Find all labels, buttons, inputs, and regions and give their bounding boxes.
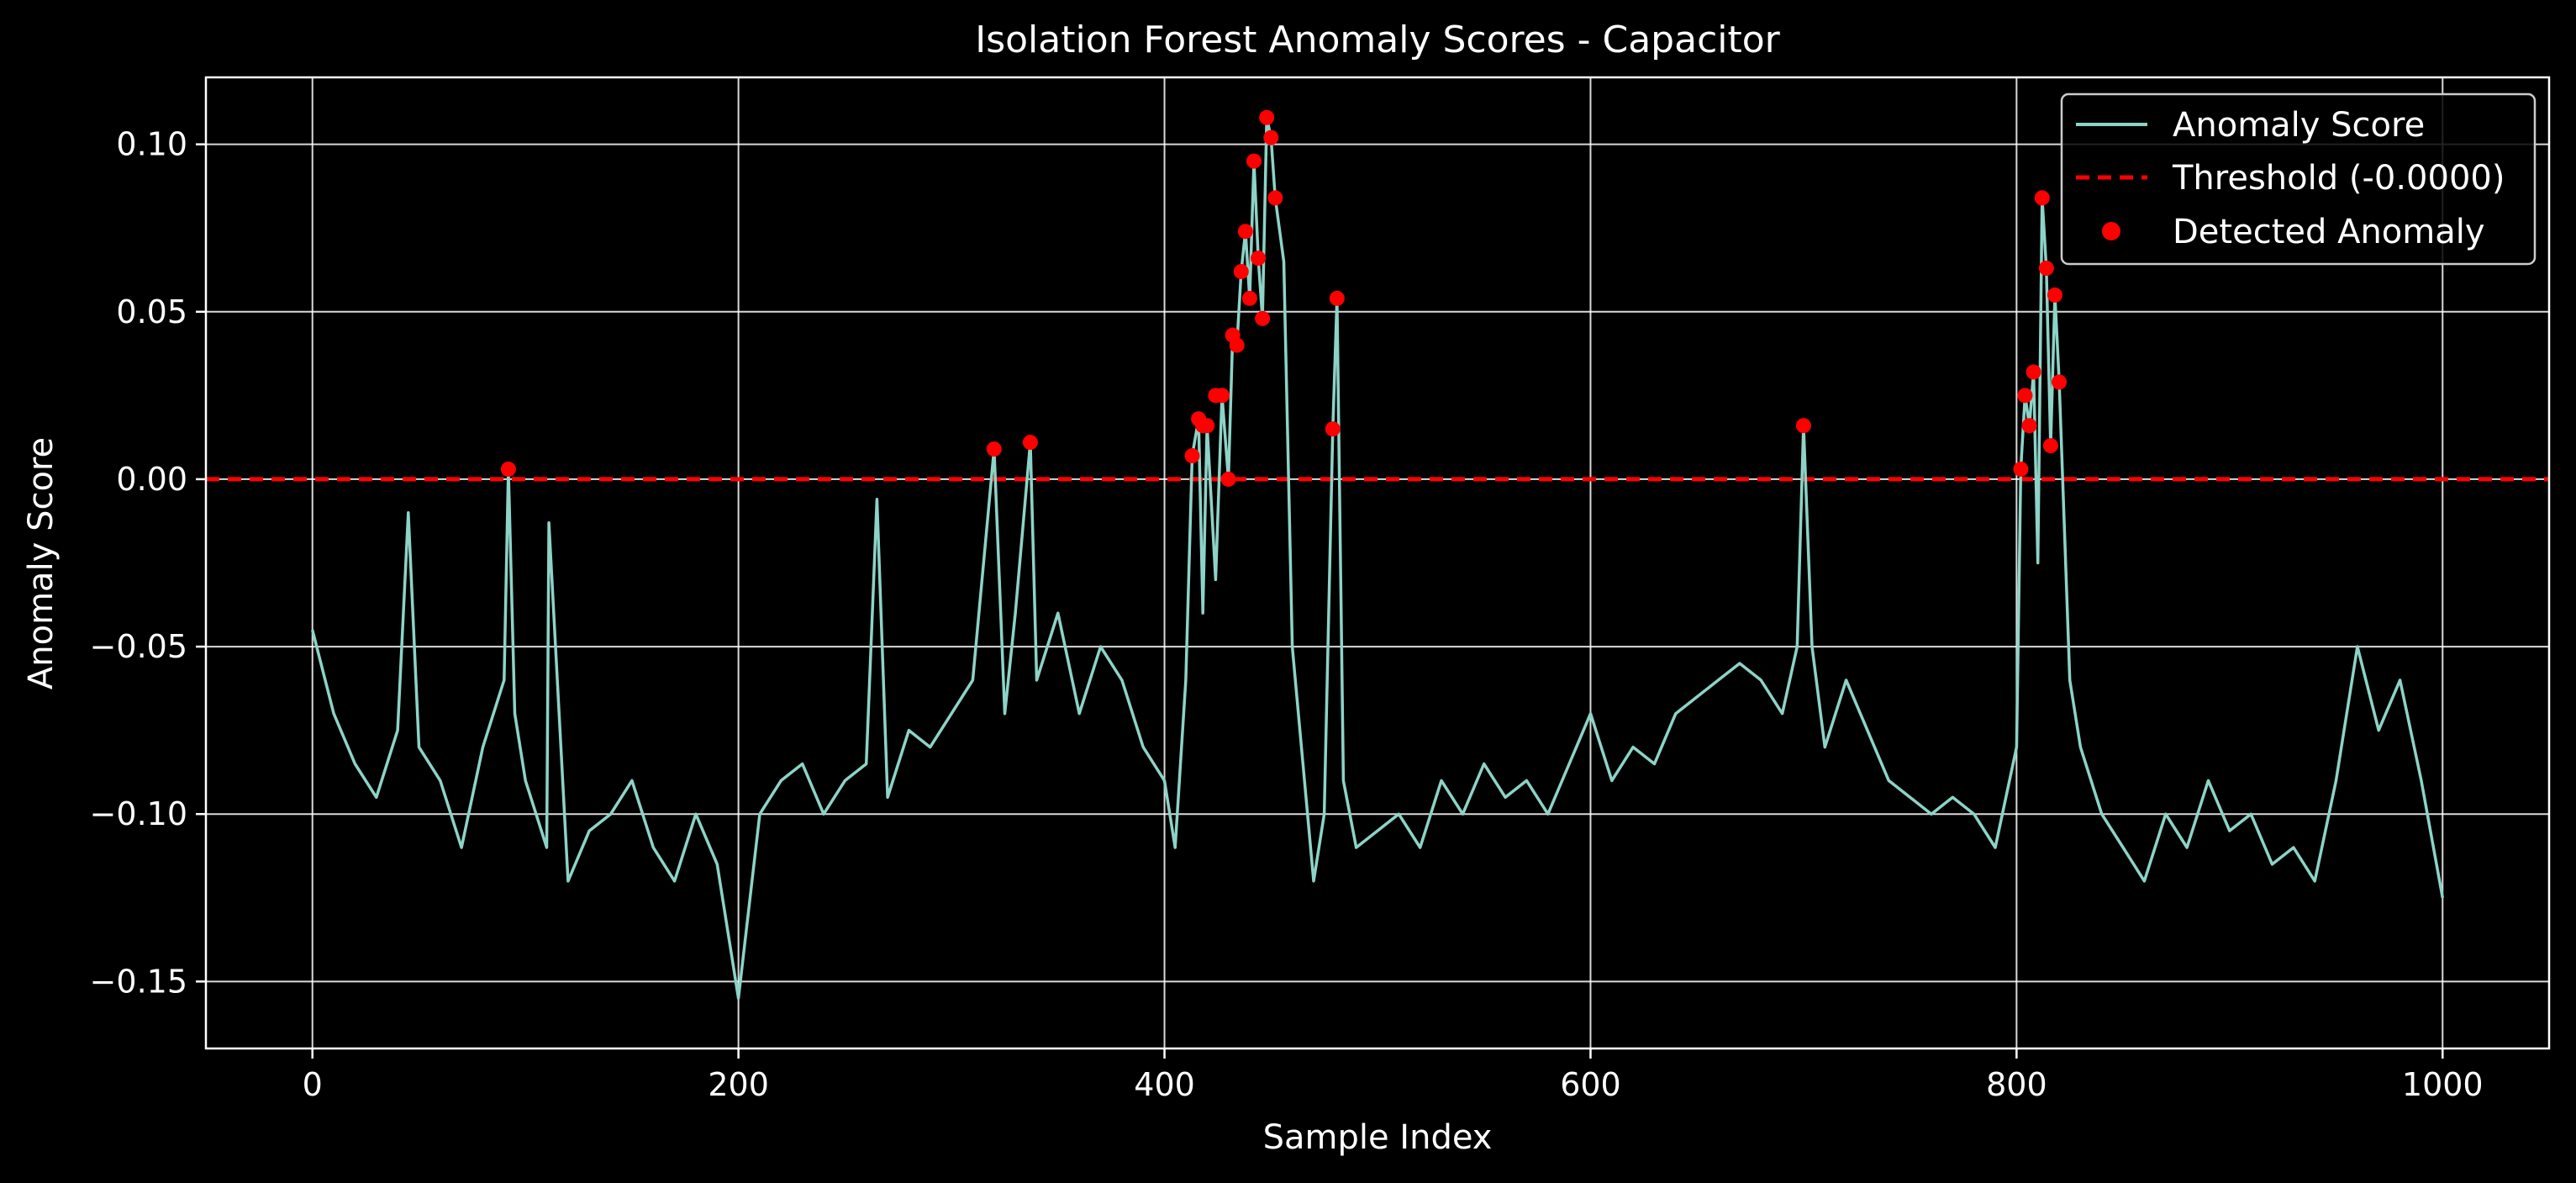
y-tick-label: −0.15: [90, 963, 187, 1000]
y-tick-label: 0.00: [116, 461, 187, 498]
anomaly-point: [1246, 153, 1262, 169]
anomaly-point: [1255, 310, 1271, 326]
legend-swatch-detected-anomaly: [2102, 222, 2120, 240]
anomaly-point: [1241, 290, 1257, 306]
anomaly-point: [1199, 418, 1215, 434]
chart-title: Isolation Forest Anomaly Scores - Capaci…: [975, 18, 1780, 61]
x-axis-ticks: 0 200 400 600 800 1000: [303, 1048, 2484, 1103]
x-tick-label: 1000: [2402, 1066, 2484, 1103]
legend-box: [2060, 92, 2536, 266]
y-axis-label: Anomaly Score: [22, 437, 61, 689]
anomaly-point: [500, 461, 516, 477]
anomaly-point: [2034, 190, 2050, 206]
anomaly-point: [1267, 190, 1283, 206]
plot-frame: [204, 76, 2551, 1050]
anomaly-point: [1233, 264, 1249, 279]
anomaly-point: [1214, 388, 1230, 404]
y-tick-label: 0.05: [116, 293, 187, 330]
anomaly-point: [2042, 438, 2058, 454]
x-tick-label: 400: [1134, 1066, 1195, 1103]
anomaly-point: [986, 441, 1002, 457]
anomaly-point: [1795, 418, 1811, 434]
anomaly-point: [2052, 374, 2068, 390]
anomaly-point: [1022, 435, 1038, 451]
legend-label-detected-anomaly: Detected Anomaly: [2173, 213, 2485, 251]
anomaly-point: [2047, 287, 2062, 303]
y-tick-label: −0.05: [90, 628, 187, 665]
x-tick-label: 0: [303, 1066, 323, 1103]
anomaly-point: [2026, 364, 2041, 380]
anomaly-point: [1184, 448, 1200, 464]
anomaly-point: [1263, 129, 1279, 145]
anomaly-layer: [500, 109, 2068, 487]
anomaly-point: [2021, 418, 2037, 434]
anomaly-point: [1229, 337, 1245, 353]
x-tick-label: 200: [708, 1066, 769, 1103]
y-tick-label: −0.10: [90, 795, 187, 832]
anomaly-point: [1329, 290, 1345, 306]
legend-label-anomaly-score: Anomaly Score: [2173, 106, 2425, 145]
anomaly-point: [2038, 261, 2054, 277]
legend: Anomaly Score Threshold (-0.0000) Detect…: [2060, 92, 2536, 266]
anomaly-point: [2017, 388, 2033, 404]
anomaly-point: [1259, 109, 1275, 125]
anomaly-point: [1325, 421, 1341, 437]
y-tick-label: 0.10: [116, 126, 187, 163]
anomaly-score-line: [311, 116, 2445, 1001]
anomaly-point: [1251, 251, 1267, 267]
anomaly-point: [2013, 461, 2029, 477]
x-tick-label: 800: [1986, 1066, 2047, 1103]
x-tick-label: 600: [1560, 1066, 1621, 1103]
y-axis-ticks: −0.15 −0.10 −0.05 0.00 0.05 0.10: [90, 126, 206, 1000]
legend-label-threshold: Threshold (-0.0000): [2172, 159, 2505, 198]
x-axis-label: Sample Index: [1263, 1118, 1493, 1157]
anomaly-point: [1237, 224, 1253, 240]
anomaly-point: [1220, 471, 1236, 487]
series-layer: [311, 116, 2445, 1001]
